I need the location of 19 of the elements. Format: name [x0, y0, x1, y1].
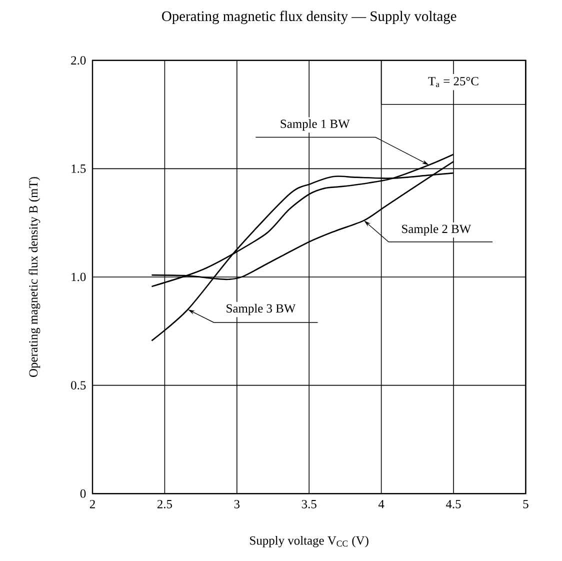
y-tick-label: 2.0: [71, 56, 86, 65]
y-tick-label: 1.5: [72, 164, 86, 173]
annotation: Sample 1 BW: [280, 119, 350, 131]
y-axis-title: Operating magnetic flux density B (mT): [28, 177, 40, 377]
y-tick-label: 0.5: [71, 381, 86, 390]
y-tick-label: 0: [80, 489, 86, 498]
x-tick-label: 3.5: [302, 500, 316, 508]
y-tick-label: 1.0: [72, 272, 86, 282]
annotation: Sample 3 BW: [226, 304, 296, 316]
annotation: Sample 2 BW: [402, 224, 472, 236]
x-tick-label: 5: [523, 500, 528, 508]
x-axis-title: Supply voltage V$_{CC}$ (V): [250, 536, 368, 548]
x-tick-label: 4.5: [446, 500, 461, 508]
x-tick-label: 2.5: [157, 500, 172, 508]
x-tick-label: 2: [90, 500, 95, 508]
chart-title: Operating magnetic flux density — Supply voltage: [162, 10, 456, 24]
x-tick-label: 3: [234, 500, 240, 508]
x-tick-label: 4: [378, 500, 384, 508]
annotation: T$_{a}$ = 25°C: [428, 76, 478, 88]
